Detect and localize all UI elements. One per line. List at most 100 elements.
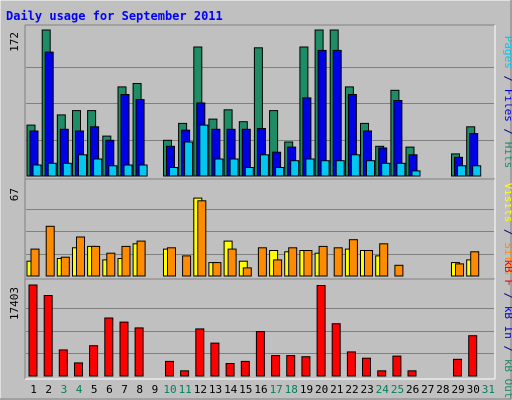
bar-kb-f-day-18	[286, 355, 296, 377]
day-label-5: 5	[91, 383, 98, 396]
bar-sites-day-7	[121, 245, 131, 277]
bar-kb-f-day-8	[134, 327, 144, 377]
bar-pages-day-16	[259, 154, 269, 177]
panel-top: 172 Pages / Files / Hits	[8, 24, 512, 180]
bar-kb-f-day-19	[301, 356, 311, 377]
day-label-18: 18	[285, 383, 298, 396]
bar-pages-day-29	[457, 165, 466, 177]
legend-sep1: /	[502, 69, 512, 89]
day-label-23: 23	[360, 383, 373, 396]
bar-pages-day-5	[93, 158, 103, 177]
bar-sites-day-19	[303, 250, 313, 277]
bar-kb-f-day-15	[240, 360, 250, 377]
bar-pages-day-10	[169, 167, 178, 177]
max-label-top: 172	[8, 32, 21, 52]
bar-files-day-20	[317, 49, 327, 177]
bar-pages-day-4	[78, 154, 87, 177]
day-label-28: 28	[436, 383, 449, 396]
day-label-4: 4	[76, 383, 83, 396]
panel-bottom: 17403 kB F / kB In / kB Out	[8, 259, 512, 398]
bar-kb-f-day-12	[195, 328, 205, 377]
bar-sites-day-1	[30, 248, 40, 277]
legend-sep2: /	[502, 122, 512, 142]
bar-sites-day-22	[348, 239, 358, 277]
max-label-bottom: 17403	[8, 287, 21, 320]
day-label-2: 2	[45, 383, 52, 396]
side-legend-mid: Visits / Sites	[502, 183, 512, 276]
bar-kb-f-day-30	[468, 335, 478, 377]
day-label-20: 20	[315, 383, 328, 396]
side-legend-top: Pages / Files / Hits	[502, 36, 512, 169]
bar-pages-day-18	[290, 160, 300, 177]
legend-kbin: kB In	[502, 306, 512, 339]
bar-pages-day-15	[244, 167, 254, 177]
bar-pages-day-7	[123, 164, 133, 177]
bar-sites-day-12	[197, 200, 207, 277]
day-label-13: 13	[209, 383, 222, 396]
day-label-29: 29	[451, 383, 464, 396]
day-label-22: 22	[345, 383, 358, 396]
day-label-31: 31	[482, 383, 495, 396]
day-label-26: 26	[406, 383, 419, 396]
bar-kb-f-day-20	[316, 285, 326, 377]
bar-kb-f-day-5	[89, 345, 99, 377]
bar-pages-day-8	[138, 164, 148, 177]
bar-kb-f-day-17	[271, 355, 281, 377]
day-label-10: 10	[163, 383, 176, 396]
day-label-19: 19	[300, 383, 313, 396]
bar-sites-day-17	[273, 259, 283, 277]
bar-sites-day-2	[45, 225, 55, 277]
bar-pages-day-17	[275, 167, 285, 177]
max-label-mid: 67	[8, 188, 21, 201]
day-label-3: 3	[61, 383, 68, 396]
bar-pages-day-20	[320, 160, 330, 177]
legend-files: Files	[502, 89, 512, 122]
bar-sites-day-30	[470, 251, 480, 277]
bar-kb-f-day-7	[119, 321, 129, 377]
legend-kbout: kB Out	[502, 359, 512, 399]
day-label-25: 25	[391, 383, 404, 396]
bar-sites-day-10	[167, 247, 176, 277]
day-label-12: 12	[194, 383, 207, 396]
day-label-1: 1	[30, 383, 37, 396]
bar-files-day-21	[332, 49, 342, 177]
bar-files-day-2	[44, 51, 54, 177]
day-label-30: 30	[467, 383, 480, 396]
bar-kb-f-day-2	[43, 295, 53, 377]
bar-kb-f-day-13	[210, 342, 220, 377]
legend-hits: Hits	[502, 142, 512, 169]
chart-title: Daily usage for September 2011	[6, 9, 223, 23]
bar-kb-f-day-26	[407, 370, 417, 377]
bar-sites-day-14	[227, 248, 237, 277]
bar-sites-day-13	[212, 262, 222, 277]
bar-kb-f-day-24	[377, 370, 387, 377]
bar-sites-day-8	[136, 240, 146, 277]
legend-sites: Sites	[502, 242, 512, 275]
day-label-14: 14	[224, 383, 238, 396]
day-label-27: 27	[421, 383, 434, 396]
bar-pages-day-21	[335, 160, 345, 177]
day-label-9: 9	[152, 383, 159, 396]
bar-kb-f-day-29	[453, 358, 462, 377]
bar-files-day-7	[120, 94, 130, 177]
side-legend-bottom: kB F / kB In / kB Out	[502, 259, 512, 398]
bar-pages-day-25	[396, 162, 406, 177]
bar-kb-f-day-22	[346, 351, 356, 377]
day-label-17: 17	[270, 383, 283, 396]
bar-sites-day-21	[333, 247, 343, 277]
day-label-7: 7	[121, 383, 128, 396]
bar-sites-day-3	[60, 256, 70, 277]
legend-sep1: /	[502, 222, 512, 242]
legend-sep2: /	[502, 339, 512, 359]
bar-kb-f-day-10	[165, 360, 174, 377]
day-label-15: 15	[239, 383, 252, 396]
bar-pages-day-3	[62, 162, 72, 177]
bar-sites-day-25	[394, 264, 404, 277]
bar-pages-day-11	[184, 141, 194, 177]
bar-kb-f-day-25	[392, 355, 402, 377]
bar-pages-day-22	[350, 154, 360, 177]
day-label-21: 21	[330, 383, 343, 396]
bar-sites-day-16	[257, 247, 267, 277]
bar-pages-day-12	[199, 124, 209, 177]
